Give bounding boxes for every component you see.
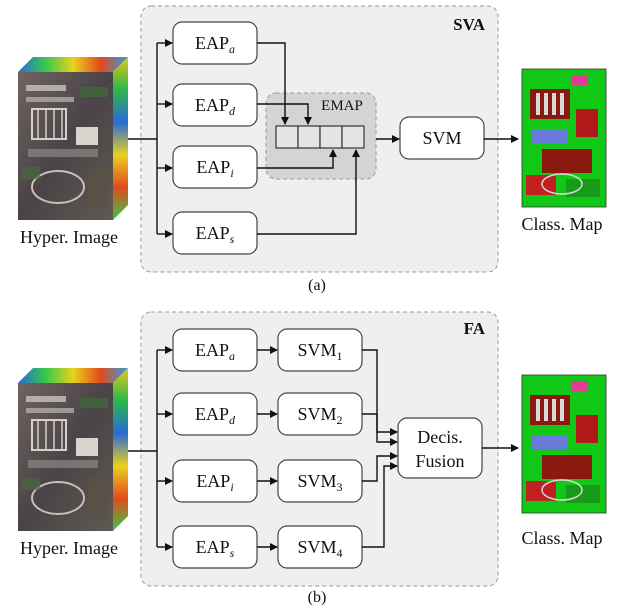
svg-text:EAPi: EAPi [196,157,233,180]
hyperspectral-image-a [17,56,129,221]
svg-text:SVM1: SVM1 [297,340,342,363]
output-label-a: Class. Map [522,214,603,234]
eap-box-a-2: EAPi [172,145,258,189]
svm3-to-fusion [362,452,398,482]
hyperspectral-image-b [17,367,129,532]
svg-text:EAPs: EAPs [196,223,235,246]
svg-text:EAPi: EAPi [196,471,233,494]
svg-text:SVM: SVM [422,128,461,148]
input-label-a: Hyper. Image [20,227,118,247]
eap-box-b-1: EAPd [172,392,258,436]
emap-stack [275,125,365,149]
classification-map-b [521,374,607,514]
svg-text:Decis.: Decis. [417,427,462,447]
classification-map-a [521,68,607,208]
panel-b: FA Hyper. Image Class. Map EAPa EAPd EAP… [17,311,607,606]
output-label-b: Class. Map [522,528,603,548]
caption-b: (b) [308,589,327,606]
svg-text:EAPa: EAPa [195,33,235,56]
svm-box-b-1: SVM2 [277,392,363,436]
svm-box-b-3: SVM4 [277,525,363,569]
eap-s-to-emap [257,149,360,235]
svg-text:EAPs: EAPs [196,537,235,560]
panel-b-background [140,311,499,587]
svg-text:Fusion: Fusion [415,451,464,471]
eap-box-b-0: EAPa [172,328,258,372]
decision-fusion-box: Decis. Fusion [397,417,483,479]
panel-a-title: SVA [453,15,486,34]
svg-text:SVM3: SVM3 [297,471,342,494]
caption-a: (a) [308,277,326,294]
svm-box-b-2: SVM3 [277,459,363,503]
svg-text:EAPd: EAPd [195,95,236,118]
panel-a: SVA Hyper. Image Class. Map EAPa EAPd EA… [17,5,607,294]
svg-text:EAPa: EAPa [195,340,235,363]
eap-a-to-emap [257,42,289,125]
svg-text:SVM4: SVM4 [297,537,342,560]
svg-text:EAPd: EAPd [195,404,236,427]
svm-box-a: SVM [399,116,485,160]
eap-box-b-3: EAPs [172,525,258,569]
eap-box-a-0: EAPa [172,21,258,65]
svm4-to-fusion [362,462,398,548]
eap-box-a-3: EAPs [172,211,258,255]
svg-text:SVM2: SVM2 [297,404,342,427]
input-label-b: Hyper. Image [20,538,118,558]
eap-i-to-emap [257,149,337,169]
eap-box-a-1: EAPd [172,83,258,127]
eap-box-b-2: EAPi [172,459,258,503]
svm-box-b-0: SVM1 [277,328,363,372]
emap-label: EMAP [321,98,363,114]
eap-d-to-emap [257,103,312,125]
svm1-to-fusion [362,349,398,436]
panel-b-title: FA [464,319,486,338]
svm2-to-fusion [362,413,398,446]
